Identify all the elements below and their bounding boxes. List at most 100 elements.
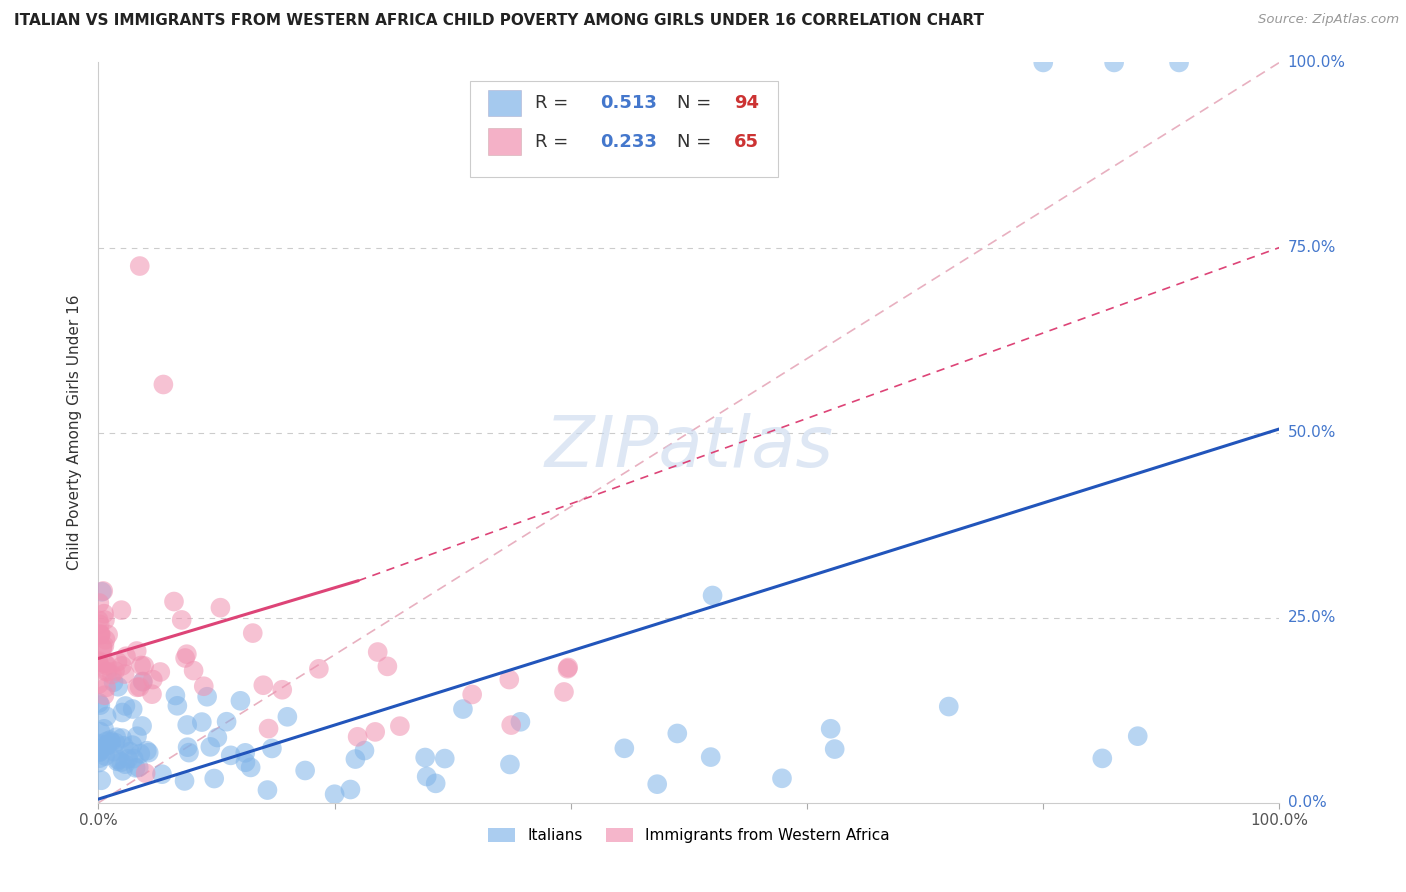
- Point: [114, 757, 136, 772]
- Point: [202, 772, 225, 786]
- Point: [509, 714, 531, 729]
- Point: [364, 725, 387, 739]
- Point: [87, 655, 110, 669]
- Point: [433, 751, 456, 765]
- Text: 100.0%: 100.0%: [1288, 55, 1346, 70]
- Point: [1168, 55, 1191, 70]
- Point: [388, 719, 411, 733]
- Point: [90, 627, 112, 641]
- Point: [195, 690, 218, 704]
- Point: [128, 760, 150, 774]
- Point: [666, 726, 689, 740]
- Point: [89, 751, 111, 765]
- Point: [134, 658, 156, 673]
- Point: [557, 660, 579, 674]
- Point: [1032, 55, 1054, 70]
- Point: [173, 773, 195, 788]
- Point: [89, 617, 111, 632]
- Point: [93, 657, 115, 671]
- Point: [97, 738, 120, 752]
- Point: [770, 772, 793, 786]
- Point: [110, 603, 132, 617]
- Point: [89, 596, 111, 610]
- Point: [98, 733, 121, 747]
- Point: [122, 751, 145, 765]
- Point: [87, 677, 110, 691]
- Point: [498, 673, 520, 687]
- Point: [103, 675, 125, 690]
- Point: [121, 738, 143, 752]
- Text: N =: N =: [678, 95, 717, 112]
- Point: [176, 647, 198, 661]
- Point: [94, 681, 117, 695]
- Legend: Italians, Immigrants from Western Africa: Italians, Immigrants from Western Africa: [479, 820, 898, 851]
- Point: [1091, 751, 1114, 765]
- Point: [114, 667, 136, 681]
- Point: [1102, 55, 1125, 70]
- Point: [94, 738, 117, 752]
- Point: [87, 613, 110, 627]
- Point: [557, 662, 579, 676]
- Point: [699, 750, 721, 764]
- Point: [499, 757, 522, 772]
- Point: [215, 714, 238, 729]
- Point: [94, 613, 117, 627]
- Point: [461, 688, 484, 702]
- Point: [111, 764, 134, 778]
- Point: [128, 680, 150, 694]
- Point: [91, 584, 114, 599]
- Point: [271, 682, 294, 697]
- Point: [553, 685, 575, 699]
- Text: R =: R =: [536, 133, 575, 151]
- Point: [166, 698, 188, 713]
- Text: N =: N =: [678, 133, 717, 151]
- Point: [114, 698, 136, 713]
- FancyBboxPatch shape: [471, 81, 778, 178]
- Point: [91, 640, 114, 654]
- Point: [824, 742, 846, 756]
- Point: [308, 662, 330, 676]
- Point: [256, 783, 278, 797]
- Point: [131, 674, 153, 689]
- Point: [260, 741, 283, 756]
- Point: [346, 730, 368, 744]
- Point: [96, 739, 118, 753]
- Point: [127, 681, 149, 695]
- Point: [645, 777, 668, 791]
- Point: [131, 719, 153, 733]
- Text: ZIPatlas: ZIPatlas: [544, 413, 834, 482]
- Point: [110, 755, 132, 769]
- Point: [97, 627, 120, 641]
- Point: [104, 664, 127, 678]
- Point: [207, 731, 229, 745]
- Point: [111, 731, 134, 745]
- Text: Source: ZipAtlas.com: Source: ZipAtlas.com: [1258, 13, 1399, 27]
- Text: 94: 94: [734, 95, 759, 112]
- Point: [425, 776, 447, 790]
- Point: [112, 739, 135, 753]
- Point: [219, 748, 242, 763]
- Point: [87, 654, 110, 668]
- Point: [367, 645, 389, 659]
- Point: [121, 702, 143, 716]
- Point: [163, 594, 186, 608]
- Point: [451, 702, 474, 716]
- Point: [176, 740, 198, 755]
- Point: [89, 627, 111, 641]
- Point: [200, 739, 222, 754]
- Point: [152, 377, 174, 392]
- Text: R =: R =: [536, 95, 575, 112]
- Point: [142, 673, 165, 687]
- Point: [94, 665, 117, 679]
- Point: [135, 744, 157, 758]
- Point: [89, 698, 111, 712]
- Point: [257, 722, 280, 736]
- Point: [128, 259, 150, 273]
- Point: [96, 709, 118, 723]
- Point: [105, 730, 128, 744]
- Point: [94, 749, 117, 764]
- Point: [233, 746, 256, 760]
- Point: [235, 756, 257, 770]
- Point: [87, 657, 110, 672]
- Point: [252, 678, 274, 692]
